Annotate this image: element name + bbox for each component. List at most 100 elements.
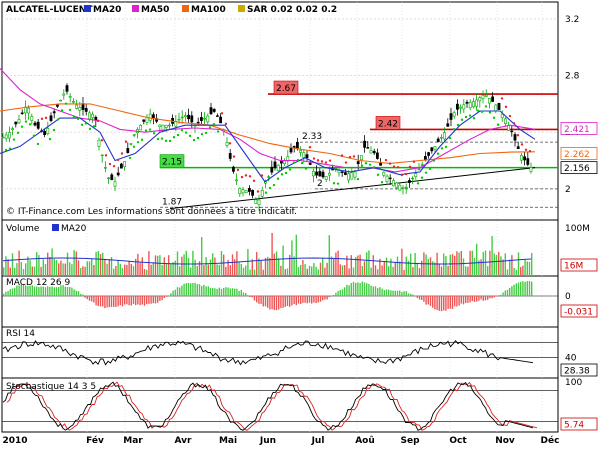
sar-dot <box>192 138 196 142</box>
candle-body <box>91 113 95 119</box>
volume-bar <box>284 269 286 276</box>
volume-bar <box>361 266 363 276</box>
price-title: ALCATEL-LUCENT <box>6 5 93 15</box>
volume-bar <box>99 254 102 276</box>
volume-tick-label: 100M <box>565 224 590 234</box>
volume-bar <box>71 264 73 276</box>
macd-bar <box>368 283 370 296</box>
volume-bar <box>11 253 14 276</box>
volume-bar <box>137 253 139 276</box>
x-tick-label: Nov <box>495 436 515 446</box>
volume-bar <box>427 258 429 276</box>
sar-dot <box>56 118 60 121</box>
macd-bar <box>449 296 451 309</box>
macd-bar <box>130 296 132 306</box>
volume-bar <box>407 260 410 276</box>
candle-body <box>142 119 146 122</box>
legend-label: MA50 <box>141 5 169 15</box>
volume-bar <box>190 267 192 276</box>
candle-body <box>216 115 219 117</box>
volume-bar <box>350 255 352 276</box>
sar-dot <box>512 122 516 125</box>
candle-body <box>519 155 523 161</box>
volume-bar <box>438 263 440 276</box>
sar-dot <box>208 126 212 129</box>
candle-body <box>78 107 82 111</box>
volume-bar <box>238 262 240 276</box>
sar-dot <box>288 168 292 171</box>
macd-bar <box>317 296 319 303</box>
volume-bar <box>258 258 260 276</box>
candle-body <box>411 177 415 180</box>
sar-dot <box>504 105 508 109</box>
volume-bar <box>526 261 528 276</box>
macd-bar <box>476 296 478 302</box>
candle-body <box>513 134 517 141</box>
volume-bar <box>511 255 513 276</box>
macd-bar <box>458 296 460 306</box>
sar-dot <box>240 175 244 179</box>
sar-dot <box>92 125 96 128</box>
sar-dot <box>424 171 428 174</box>
volume-bar <box>75 251 77 276</box>
macd-bar <box>267 296 269 308</box>
candle-body <box>292 146 296 148</box>
candle-body <box>436 138 440 143</box>
candle-body <box>375 152 379 159</box>
volume-bar <box>462 258 465 276</box>
sar-dot <box>492 116 496 120</box>
macd-bar <box>311 296 313 304</box>
macd-bar <box>42 286 44 296</box>
candle-body <box>372 150 376 154</box>
macd-bar <box>113 296 115 307</box>
macd-bar <box>302 296 304 303</box>
price-tick-label: 2.8 <box>565 72 580 82</box>
macd-bar <box>192 283 194 296</box>
candle-body <box>529 167 533 172</box>
macd-bar <box>93 296 95 303</box>
macd-bar <box>328 296 330 298</box>
volume-bar <box>7 259 9 276</box>
sar-dot <box>440 147 444 150</box>
volume-bar <box>242 267 245 276</box>
candle-body <box>270 166 274 173</box>
sar-dot <box>112 164 116 168</box>
macd-bar <box>223 287 225 296</box>
volume-bar <box>172 262 174 276</box>
sar-dot <box>300 161 304 165</box>
candle-body <box>385 175 389 183</box>
volume-bar <box>187 258 190 276</box>
macd-bar <box>212 287 214 296</box>
volume-bar <box>421 260 423 276</box>
sar-dot <box>264 191 268 194</box>
x-tick-label: 2010 <box>2 436 27 446</box>
candle-body <box>481 95 485 100</box>
macd-bar <box>104 296 106 309</box>
candle-body <box>388 177 392 180</box>
candle-body <box>17 119 21 124</box>
volume-bar <box>368 250 370 276</box>
level-label: 1.87 <box>162 197 182 207</box>
volume-bar <box>102 252 104 276</box>
sar-dot <box>468 114 472 117</box>
macd-bar <box>231 288 234 296</box>
macd-bar <box>315 296 317 304</box>
candle-body <box>203 118 207 120</box>
macd-bar <box>487 296 489 300</box>
volume-bar <box>181 256 183 276</box>
macd-bar <box>25 285 27 296</box>
sar-dot <box>380 180 384 184</box>
legend-label: SAR 0.02 0.02 0.2 <box>247 5 337 15</box>
candle-body <box>487 98 491 104</box>
candle-body <box>430 147 434 152</box>
volume-bar <box>159 255 161 276</box>
candle-body <box>206 115 210 123</box>
macd-bar <box>306 296 308 304</box>
last-value-label: 16M <box>564 262 583 272</box>
volume-bar <box>231 254 234 276</box>
volume-bar <box>383 261 385 276</box>
volume-bar <box>487 266 489 276</box>
volume-bar <box>163 257 165 276</box>
volume-bar <box>425 254 427 276</box>
sar-dot <box>444 145 448 149</box>
